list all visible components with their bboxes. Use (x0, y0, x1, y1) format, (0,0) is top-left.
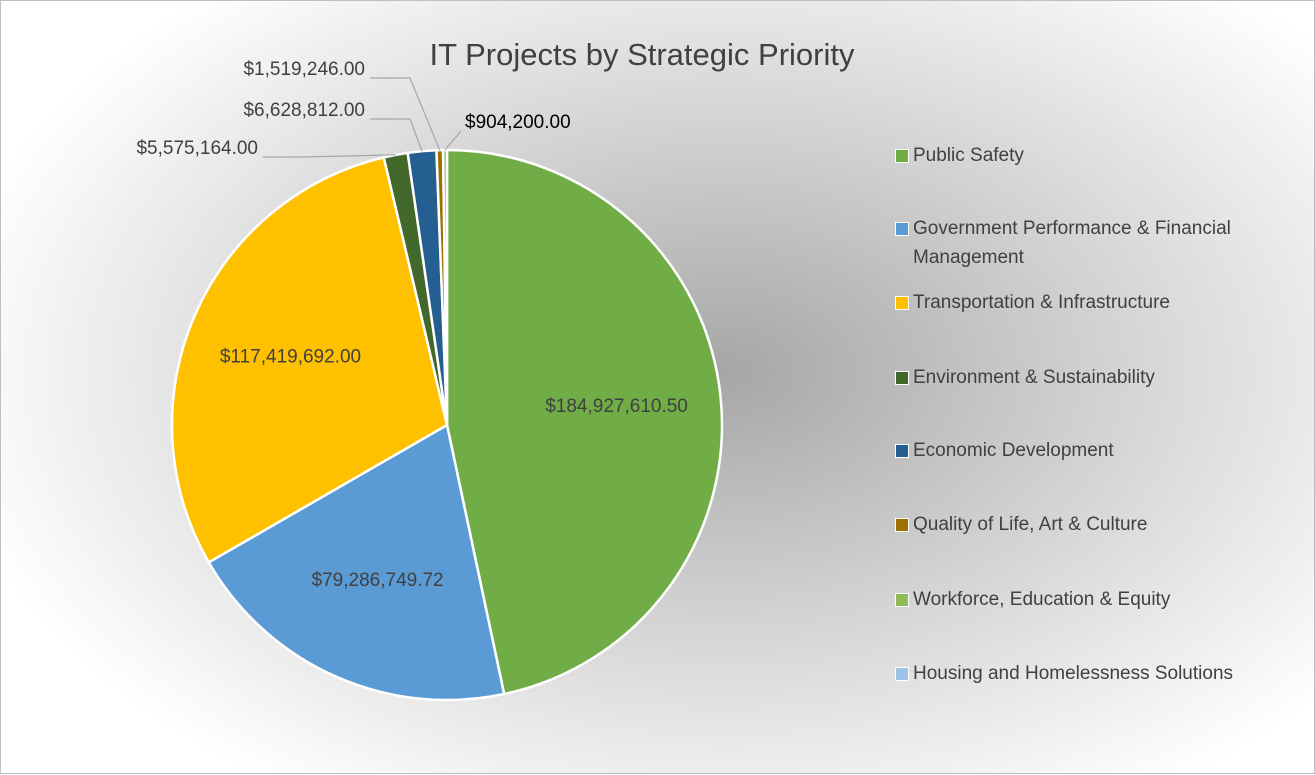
pie-slice (441, 148, 449, 426)
legend-label: Government Performance & Financial Manag… (913, 218, 1231, 268)
data-label: $6,628,812.00 (243, 100, 365, 121)
data-label: $79,286,749.72 (312, 570, 444, 591)
legend-label: Environment & Sustainability (913, 367, 1155, 388)
data-label: $1,519,246.00 (243, 59, 365, 80)
legend-swatch (895, 222, 909, 236)
legend-label: Housing and Homelessness Solutions (913, 663, 1234, 684)
legend-item: Quality of Life, Art & Culture (895, 510, 1290, 539)
leader-line (370, 77, 441, 151)
legend-item: Workforce, Education & Equity (895, 585, 1290, 614)
legend-swatch (895, 296, 909, 310)
legend-item: Economic Development (895, 436, 1290, 465)
legend-swatch (895, 518, 909, 532)
chart-title: IT Projects by Strategic Priority (430, 37, 855, 72)
legend-label: Workforce, Education & Equity (913, 589, 1171, 610)
legend-label: Public Safety (913, 145, 1024, 166)
legend-label: Quality of Life, Art & Culture (913, 514, 1148, 535)
legend-swatch (895, 444, 909, 458)
data-label: $904,200.00 (465, 112, 571, 133)
legend-item: Public Safety (895, 141, 1290, 170)
legend-item: Government Performance & Financial Manag… (895, 214, 1290, 272)
legend-swatch (895, 593, 909, 607)
pie-slice (170, 155, 449, 565)
legend-item: Environment & Sustainability (895, 363, 1290, 392)
leader-line (263, 154, 396, 158)
data-label: $5,575,164.00 (136, 138, 258, 159)
legend-label: Transportation & Infrastructure (913, 292, 1170, 313)
leader-line (444, 130, 462, 151)
legend-item: Transportation & Infrastructure (895, 288, 1290, 317)
legend-swatch (895, 149, 909, 163)
leader-line (370, 118, 423, 152)
legend-item: Housing and Homelessness Solutions (895, 659, 1290, 688)
legend-swatch (895, 371, 909, 385)
legend-swatch (895, 667, 909, 681)
legend-label: Economic Development (913, 440, 1114, 461)
data-label: $184,927,610.50 (545, 396, 688, 417)
data-label: $117,419,692.00 (220, 346, 361, 367)
pie-slice (207, 423, 506, 702)
pie-slice (445, 148, 724, 696)
